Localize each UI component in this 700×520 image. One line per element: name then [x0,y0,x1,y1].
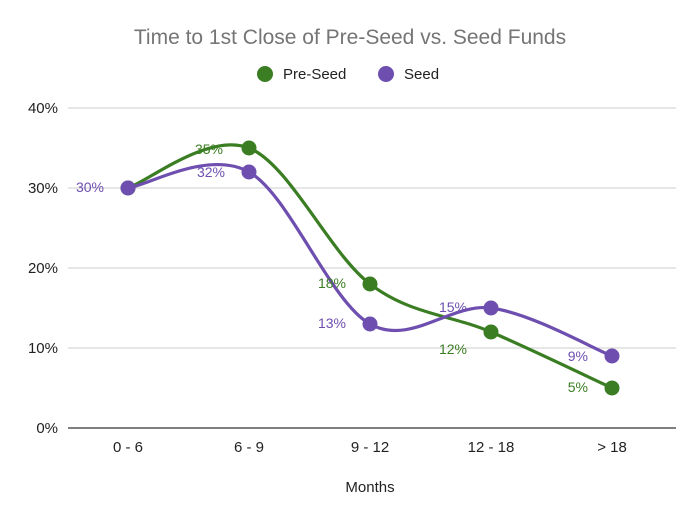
series-line-pre-seed [126,143,614,390]
data-points [120,140,620,396]
y-axis-ticks: 0% 10% 20% 30% 40% [28,100,58,437]
data-point-seed [604,348,620,364]
x-tick-label: > 18 [597,439,627,456]
y-tick-label: 30% [28,180,58,197]
legend-label-pre-seed: Pre-Seed [283,66,346,83]
data-labels: 35% 18% 12% 5% 30% 32% 13% 15% 9% [76,141,588,395]
y-tick-label: 20% [28,260,58,277]
x-tick-label: 9 - 12 [351,439,389,456]
data-label-pre-seed: 35% [195,141,223,157]
data-point-seed [483,300,499,316]
data-point-seed [241,164,257,180]
x-tick-label: 12 - 18 [468,439,515,456]
data-label-seed: 9% [568,348,588,364]
x-axis-title: Months [345,479,394,496]
data-point-seed [362,316,378,332]
data-label-seed: 15% [439,299,467,315]
x-axis-ticks: 0 - 6 6 - 9 9 - 12 12 - 18 > 18 [113,439,627,456]
data-point-pre-seed [362,276,378,292]
data-label-seed: 13% [318,315,346,331]
data-label-pre-seed: 12% [439,341,467,357]
y-tick-label: 0% [36,420,58,437]
data-point-pre-seed [604,380,620,396]
y-tick-label: 10% [28,340,58,357]
data-point-seed [120,180,136,196]
x-tick-label: 0 - 6 [113,439,143,456]
series-lines [126,143,614,390]
legend-marker-seed [378,66,394,82]
data-label-pre-seed: 5% [568,379,588,395]
legend-label-seed: Seed [404,66,439,83]
data-point-pre-seed [483,324,499,340]
y-tick-label: 40% [28,100,58,117]
data-label-seed: 30% [76,179,104,195]
data-point-pre-seed [241,140,257,156]
legend-marker-pre-seed [257,66,273,82]
legend: Pre-Seed Seed [257,66,439,83]
gridlines [68,107,676,429]
chart-title: Time to 1st Close of Pre-Seed vs. Seed F… [134,26,566,49]
x-tick-label: 6 - 9 [234,439,264,456]
data-label-seed: 32% [197,164,225,180]
data-label-pre-seed: 18% [318,275,346,291]
